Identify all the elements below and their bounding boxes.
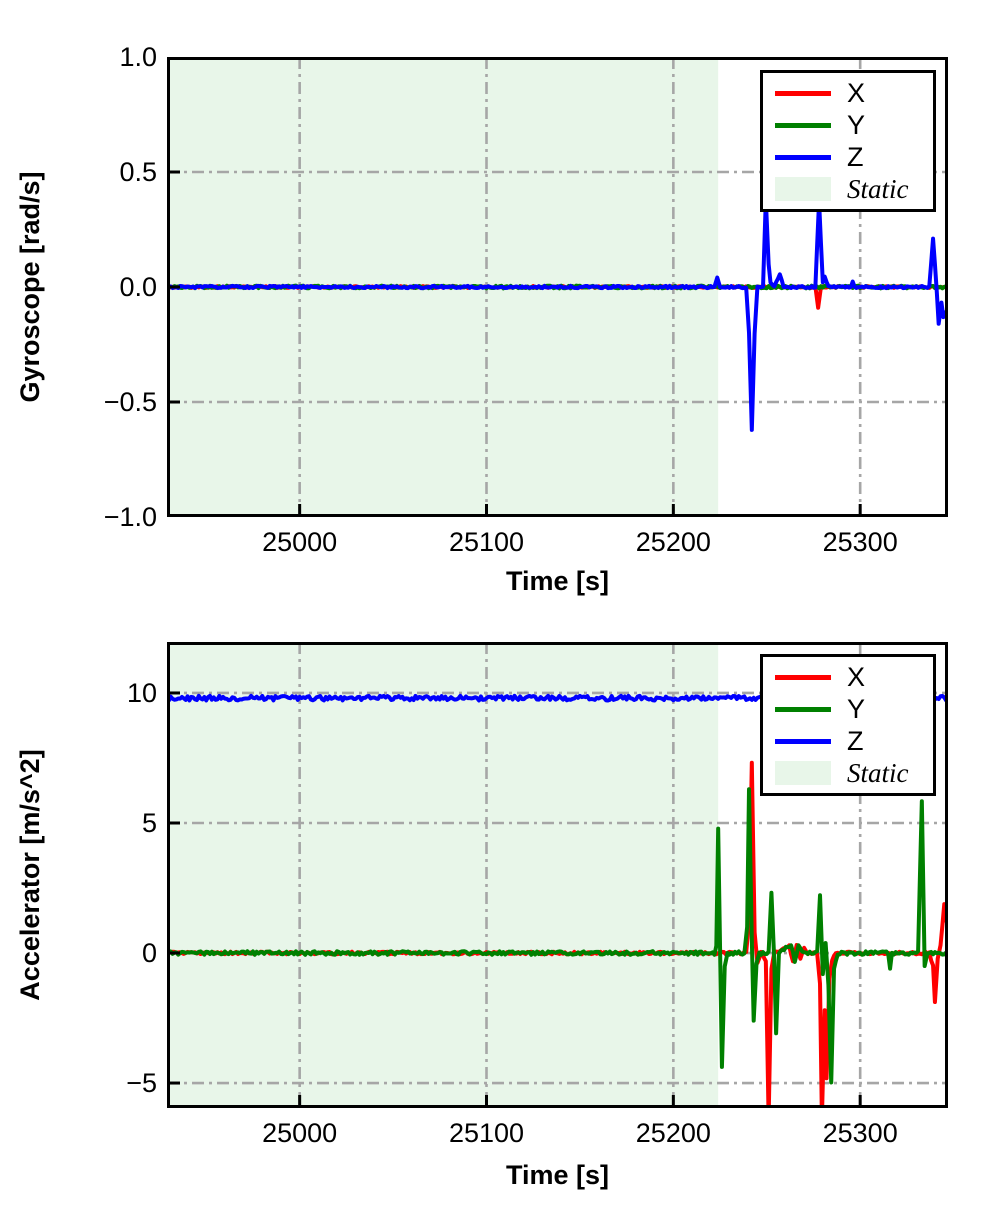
legend-patch-swatch <box>775 177 831 201</box>
legend-label: Z <box>847 726 864 756</box>
x-tick-label: 25100 <box>448 527 525 557</box>
legend-line-swatch <box>775 674 831 680</box>
y-tick-label: 5 <box>141 807 157 838</box>
series-z-line <box>167 693 948 703</box>
series-lines <box>167 197 948 432</box>
legend-entry-x: X <box>775 662 921 692</box>
legend-label: Y <box>847 110 866 140</box>
series-y-line <box>167 787 948 1085</box>
series-lines <box>167 693 948 1108</box>
gridlines <box>167 642 948 1108</box>
legend-patch-swatch <box>775 761 831 785</box>
x-tick-label: 25200 <box>635 527 711 557</box>
legend-entry-z: Z <box>775 726 921 756</box>
gyroscope-legend: X Y Z Static <box>760 70 936 212</box>
y-tick-label: 0.5 <box>119 157 157 187</box>
legend-label: Z <box>847 142 864 172</box>
y-tick-label: −1.0 <box>103 502 157 532</box>
x-tick-label: 25300 <box>822 1118 898 1148</box>
legend-line-swatch <box>775 122 831 128</box>
legend-entry-y: Y <box>775 110 921 140</box>
legend-entry-x: X <box>775 78 921 108</box>
gyroscope-plot-area <box>167 57 948 517</box>
legend-label: Y <box>847 694 866 724</box>
legend-entry-static: Static <box>775 174 921 204</box>
accelerometer-plot-area <box>167 642 948 1108</box>
gyroscope-y-axis-label: Gyroscope [rad/s] <box>15 171 45 403</box>
legend-line-swatch <box>775 738 831 744</box>
static-region <box>167 57 719 517</box>
series-x-line <box>167 760 948 1108</box>
x-tick-label: 25000 <box>262 1118 338 1148</box>
y-tick-label: 1.0 <box>119 42 157 72</box>
legend-line-swatch <box>775 154 831 160</box>
accelerometer-x-axis-label: Time [s] <box>505 1160 610 1190</box>
x-tick-label: 25200 <box>635 1118 711 1148</box>
y-tick-label: 0 <box>141 938 157 968</box>
legend-line-swatch <box>775 706 831 712</box>
legend-label: Static <box>847 174 909 204</box>
static-region <box>167 642 719 1108</box>
x-tick-label: 25300 <box>822 527 898 557</box>
series-z-line <box>167 197 948 432</box>
x-tick-label: 25100 <box>448 1118 525 1148</box>
axes-frame <box>167 642 948 1108</box>
legend-label: Static <box>847 758 909 788</box>
y-tick-label: 10 <box>126 677 157 708</box>
accelerometer-y-axis-label: Accelerator [m/s^2] <box>15 749 45 1001</box>
y-tick-label: −5 <box>126 1068 157 1099</box>
legend-label: X <box>847 78 866 108</box>
legend-label: X <box>847 662 866 692</box>
x-tick-label: 25000 <box>262 527 338 557</box>
series-y-line <box>167 283 948 291</box>
legend-entry-z: Z <box>775 142 921 172</box>
legend-entry-y: Y <box>775 694 921 724</box>
gridlines <box>167 57 948 517</box>
accelerometer-legend: X Y Z Static <box>760 654 936 796</box>
series-x-line <box>167 284 948 310</box>
y-tick-label: 0.0 <box>119 272 157 302</box>
y-tick-label: −0.5 <box>103 387 157 417</box>
legend-entry-static: Static <box>775 758 921 788</box>
legend-line-swatch <box>775 90 831 96</box>
axes-frame <box>167 57 948 517</box>
gyroscope-x-axis-label: Time [s] <box>505 566 610 596</box>
